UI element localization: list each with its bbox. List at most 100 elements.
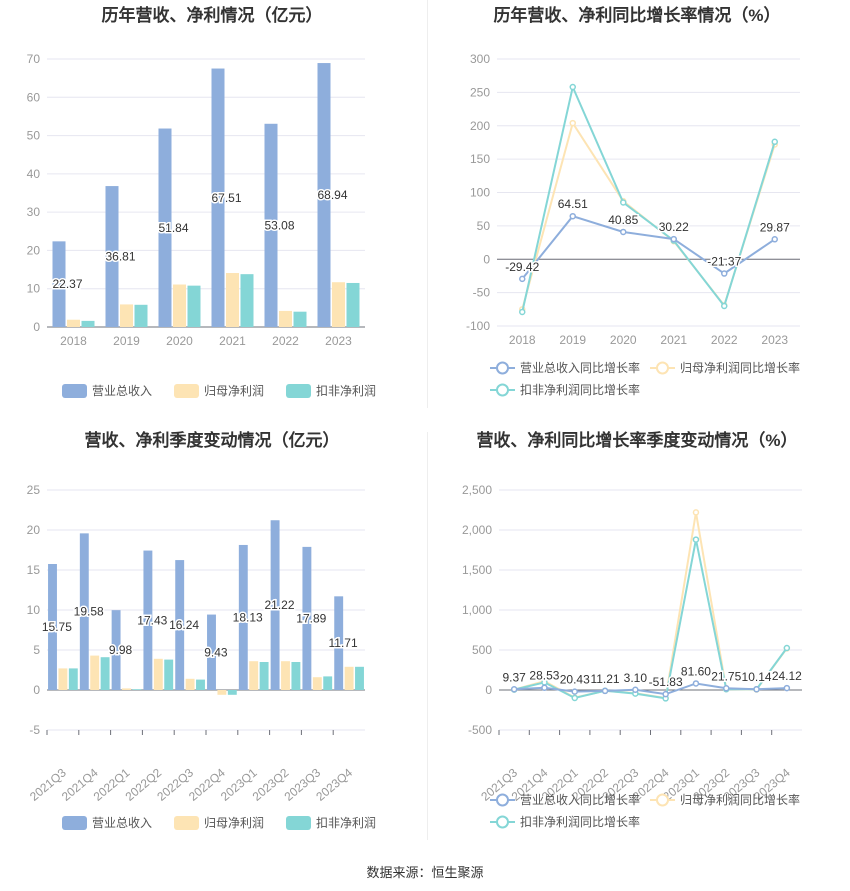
bar-net-profit xyxy=(120,304,133,327)
data-label: 9.43 xyxy=(204,645,228,659)
line-point xyxy=(510,686,518,693)
data-label: 64.51 xyxy=(558,197,588,211)
bar-revenue xyxy=(211,68,225,327)
y-tick-label: 150 xyxy=(470,152,490,166)
data-label: 18.13 xyxy=(233,610,263,624)
x-tick-label: 2019 xyxy=(559,333,586,347)
bar-revenue xyxy=(175,560,185,690)
bar-revenue xyxy=(143,550,153,690)
line-point xyxy=(601,687,609,695)
bar-deducted-profit xyxy=(227,690,237,695)
line-point xyxy=(783,684,791,692)
panel-divider-bottom xyxy=(427,432,428,840)
chart-title: 营收、净利同比增长率季度变动情况（%） xyxy=(476,430,797,450)
y-tick-label: 10 xyxy=(27,603,41,617)
data-label: 20.43 xyxy=(560,673,590,687)
bar-deducted-profit xyxy=(100,657,110,690)
quarter-values-chart-panel: 营收、净利季度变动情况（亿元） -5 0 5 10 15 20 25 2021Q3 2021Q4 2… xyxy=(0,425,425,855)
y-tick-label: 2,000 xyxy=(462,523,492,537)
line-net-profit-growth xyxy=(521,120,776,310)
annual-growth-chart-panel: 历年营收、净利同比增长率情况（%） -100 -50 0 50 100 150 200 250 3… xyxy=(425,0,850,430)
data-source-note: 数据来源：恒生聚源 xyxy=(366,865,484,880)
bar-net-profit xyxy=(67,319,80,327)
line-point xyxy=(670,235,677,243)
bar-net-profit xyxy=(173,284,186,327)
data-label: 30.22 xyxy=(659,220,689,234)
data-label: 81.60 xyxy=(681,664,711,678)
line-point xyxy=(569,83,576,91)
data-label: 3.10 xyxy=(624,671,648,685)
chart-title: 历年营收、净利同比增长率情况（%） xyxy=(493,5,780,25)
line-point xyxy=(571,694,578,702)
legend-marker xyxy=(656,793,669,807)
panel-divider-top xyxy=(427,0,428,408)
bar-net-profit xyxy=(122,688,131,690)
y-tick-label: 300 xyxy=(470,52,490,66)
legend-swatch xyxy=(286,816,311,830)
legend-marker xyxy=(496,815,509,829)
y-tick-label: 0 xyxy=(33,320,40,334)
bar-net-profit xyxy=(281,661,290,690)
bar-net-profit xyxy=(249,661,259,690)
bar-net-profit xyxy=(332,282,345,327)
legend-label: 归母净利润 xyxy=(204,384,264,398)
bar-net-profit xyxy=(185,678,195,690)
y-tick-label: 25 xyxy=(27,483,41,497)
line-point xyxy=(541,684,548,691)
bar-deducted-profit xyxy=(132,689,142,690)
legend-label: 归母净利润同比增长率 xyxy=(680,792,800,807)
y-tick-label: 100 xyxy=(470,186,490,200)
legend-label: 扣非净利润 xyxy=(316,816,376,830)
bar-revenue xyxy=(48,564,57,690)
y-tick-label: 250 xyxy=(470,85,490,99)
legend-marker xyxy=(496,793,509,807)
x-tick-label: 2023 xyxy=(325,334,352,348)
bar-revenue xyxy=(207,614,216,690)
bar-deducted-profit xyxy=(323,676,333,690)
line-point xyxy=(571,688,578,695)
data-label: 21.75 xyxy=(711,669,741,683)
line-revenue-growth xyxy=(521,215,776,280)
line-point xyxy=(519,308,526,316)
data-label: 68.94 xyxy=(317,188,347,202)
y-tick-label: -500 xyxy=(468,723,492,737)
data-label: 24.12 xyxy=(772,669,802,683)
bar-net-profit xyxy=(226,273,239,327)
bar-revenue xyxy=(238,544,248,690)
legend-label: 归母净利润 xyxy=(204,816,264,830)
data-label: 16.24 xyxy=(169,618,199,632)
bar-net-profit xyxy=(279,310,292,327)
line-point xyxy=(632,686,639,694)
line-point xyxy=(723,685,730,692)
bar-revenue xyxy=(270,520,280,690)
data-label: 19.58 xyxy=(74,605,104,619)
y-tick-label: 0 xyxy=(483,252,490,266)
y-tick-label: 60 xyxy=(27,90,41,104)
y-tick-label: 10 xyxy=(27,282,41,296)
y-tick-label: 15 xyxy=(27,563,41,577)
data-label: -51.83 xyxy=(649,675,683,689)
y-tick-label: 70 xyxy=(27,52,41,66)
data-label: 51.84 xyxy=(158,221,188,235)
line-point xyxy=(771,138,778,146)
annual-growth-chart: 历年营收、净利同比增长率情况（%） -100 -50 0 50 100 150 200 250 3… xyxy=(466,5,800,397)
data-label: 67.51 xyxy=(211,191,241,205)
line-point xyxy=(620,228,627,236)
line-point xyxy=(692,536,700,543)
data-label: -29.42 xyxy=(505,260,539,274)
legend-label: 营业总收入同比增长率 xyxy=(520,792,640,807)
legend-swatch xyxy=(174,384,199,398)
bar-net-profit xyxy=(153,658,163,690)
legend-label: 营业总收入 xyxy=(92,816,152,830)
y-tick-label: -100 xyxy=(466,319,490,333)
line-point xyxy=(721,302,728,310)
y-tick-label: 0 xyxy=(485,683,492,697)
y-tick-label: 2,500 xyxy=(462,483,492,497)
line-point xyxy=(620,199,627,206)
data-label: 29.87 xyxy=(760,220,790,234)
bar-revenue xyxy=(334,596,344,690)
legend-marker xyxy=(656,361,669,375)
x-tick-label: 2019 xyxy=(113,334,140,348)
y-tick-label: -5 xyxy=(29,723,40,737)
bar-deducted-profit xyxy=(346,282,360,327)
